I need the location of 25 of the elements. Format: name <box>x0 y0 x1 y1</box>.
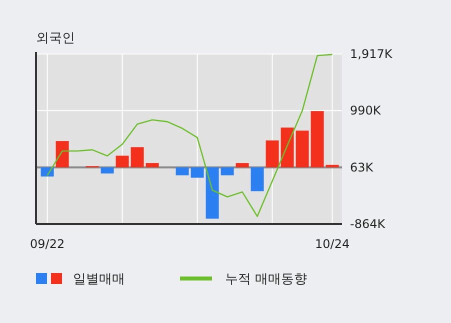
bar <box>56 141 69 168</box>
bar <box>296 130 309 168</box>
bar <box>250 167 264 192</box>
bar <box>220 167 234 176</box>
y-tick-label: 990K <box>350 104 382 118</box>
legend-label: 일별매매 <box>73 272 125 287</box>
bar <box>326 164 339 168</box>
bar <box>236 163 249 168</box>
x-tick-label: 10/24 <box>315 237 350 251</box>
bar <box>310 111 324 168</box>
bar <box>146 163 159 168</box>
bar <box>280 128 294 168</box>
bar <box>130 147 144 168</box>
bar <box>206 167 219 219</box>
legend-label: 누적 매매동향 <box>225 272 308 287</box>
y-tick-label: -864K <box>350 217 386 231</box>
bar <box>266 140 279 168</box>
bar <box>176 167 189 176</box>
bar <box>190 167 204 178</box>
bar <box>116 156 129 168</box>
chart-title: 외국인 <box>36 31 75 46</box>
x-tick-label: 09/22 <box>30 237 65 251</box>
y-tick-label: 63K <box>350 160 374 174</box>
y-tick-label: 1,917K <box>350 47 394 61</box>
bar <box>100 167 114 174</box>
